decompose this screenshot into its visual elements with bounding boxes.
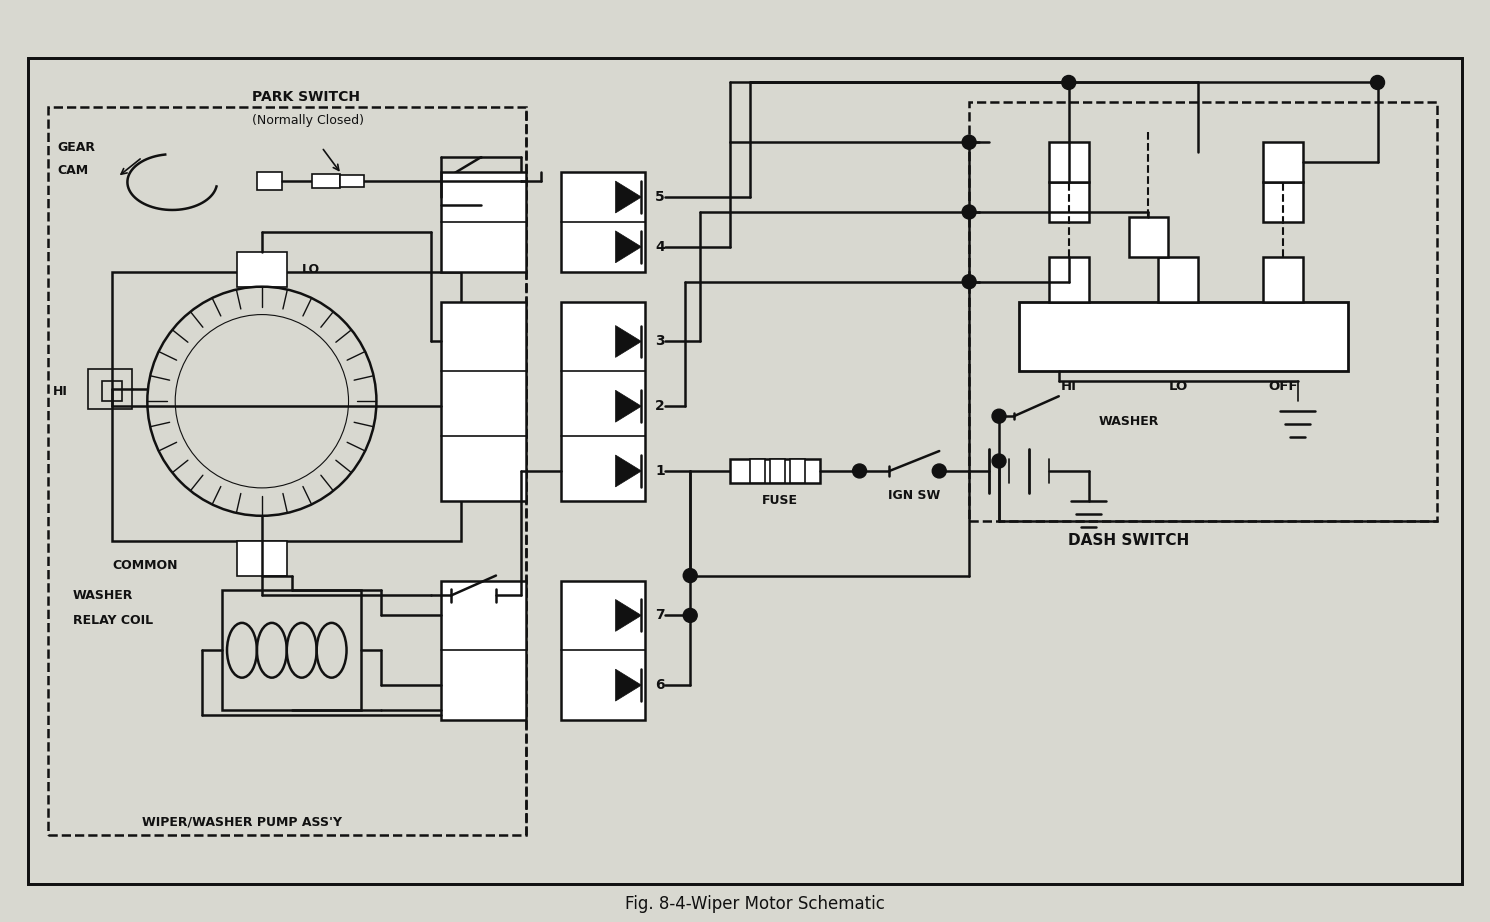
Circle shape (963, 136, 976, 149)
Bar (222, 590, 362, 710)
Circle shape (992, 454, 1006, 468)
Text: 6: 6 (656, 678, 665, 692)
Bar (1128, 217, 1168, 257)
Circle shape (1062, 76, 1076, 89)
Text: FUSE: FUSE (761, 494, 797, 507)
Bar (770, 459, 785, 483)
Bar (237, 252, 286, 287)
Bar (1049, 142, 1089, 182)
Circle shape (933, 464, 946, 478)
Bar (1049, 182, 1089, 222)
Circle shape (992, 409, 1006, 423)
Circle shape (1371, 76, 1384, 89)
Bar (1049, 257, 1089, 301)
Bar (237, 540, 286, 575)
Text: 5: 5 (656, 190, 665, 204)
Bar (1264, 142, 1302, 182)
Bar (441, 581, 526, 720)
Text: 4: 4 (656, 240, 665, 254)
Text: COMMON: COMMON (112, 559, 177, 572)
Circle shape (963, 205, 976, 219)
Polygon shape (615, 455, 641, 487)
Circle shape (684, 609, 697, 622)
Bar (560, 581, 645, 720)
Text: HI: HI (52, 384, 67, 397)
Text: IGN SW: IGN SW (888, 490, 940, 502)
Circle shape (852, 464, 867, 478)
Text: RELAY COIL: RELAY COIL (73, 614, 153, 627)
Bar (1264, 257, 1302, 301)
Text: 3: 3 (656, 335, 665, 349)
Bar (1019, 301, 1347, 372)
Text: 2: 2 (656, 399, 665, 413)
Bar (560, 172, 645, 272)
Text: HI: HI (1061, 380, 1077, 393)
Bar (88, 370, 133, 409)
Text: DASH SWITCH: DASH SWITCH (1068, 533, 1189, 549)
Bar (103, 382, 122, 401)
Text: GEAR: GEAR (58, 141, 95, 154)
Polygon shape (615, 181, 641, 213)
Bar (340, 175, 365, 187)
Text: WIPER/WASHER PUMP ASS'Y: WIPER/WASHER PUMP ASS'Y (143, 815, 343, 828)
Text: Fig. 8-4-Wiper Motor Schematic: Fig. 8-4-Wiper Motor Schematic (624, 895, 885, 914)
Polygon shape (615, 325, 641, 358)
Bar (560, 301, 645, 501)
Text: WASHER: WASHER (73, 589, 133, 602)
Text: (Normally Closed): (Normally Closed) (252, 113, 364, 127)
Bar (730, 459, 820, 483)
Bar (749, 459, 764, 483)
Polygon shape (615, 669, 641, 701)
Circle shape (963, 275, 976, 289)
Bar (441, 172, 526, 272)
Bar (112, 272, 460, 540)
Polygon shape (615, 599, 641, 632)
Text: CAM: CAM (58, 163, 89, 177)
Bar (1158, 257, 1198, 301)
Bar (311, 174, 340, 188)
Bar (48, 107, 526, 834)
Text: OFF: OFF (1268, 380, 1298, 393)
Polygon shape (615, 390, 641, 422)
Bar (441, 301, 526, 501)
Text: PARK SWITCH: PARK SWITCH (252, 90, 361, 104)
Text: WASHER: WASHER (1098, 415, 1159, 428)
Bar (968, 102, 1438, 521)
Text: LO: LO (1168, 380, 1188, 393)
Bar (1264, 182, 1302, 222)
Text: 1: 1 (656, 464, 665, 478)
Bar (790, 459, 805, 483)
Text: 7: 7 (656, 609, 665, 622)
Bar (256, 172, 282, 190)
Polygon shape (615, 230, 641, 263)
Circle shape (684, 569, 697, 583)
Text: LO: LO (301, 264, 320, 277)
